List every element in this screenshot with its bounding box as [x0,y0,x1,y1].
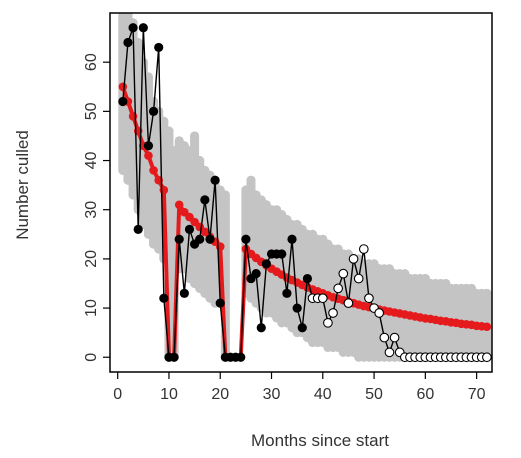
y-tick-label: 40 [83,152,100,170]
observed-point [211,176,220,185]
band-point-high [139,58,148,67]
y-axis-title: Number culled [13,130,32,240]
model-fit-point [144,151,153,160]
band-point-high [164,127,173,136]
band-point-high [134,38,143,47]
held-out-point [385,348,394,357]
observed-point [195,235,204,244]
observed-point [159,294,168,303]
observed-point [298,323,307,332]
x-tick-label: 0 [113,386,122,403]
held-out-point [354,274,363,283]
x-tick-label: 20 [211,386,229,403]
band-point-high [195,156,204,165]
held-out-point [390,333,399,342]
observed-point [257,323,266,332]
observed-point [282,289,291,298]
held-out-point [329,309,338,318]
observed-point [128,23,137,32]
observed-point [287,235,296,244]
band-point-high [247,176,256,185]
x-tick-label: 10 [160,386,178,403]
observed-point [277,249,286,258]
y-tick-label: 60 [83,53,100,71]
observed-point [118,97,127,106]
observed-point [154,43,163,52]
observed-point [303,274,312,283]
band-point-high [482,289,491,298]
model-fit-point [149,166,158,175]
observed-point [205,235,214,244]
observed-point [149,107,158,116]
held-out-point [380,333,389,342]
held-out-point [324,319,333,328]
x-tick-label: 30 [263,386,281,403]
held-out-point [375,309,384,318]
observed-point [241,235,250,244]
held-out-point [339,269,348,278]
observed-point [144,141,153,150]
model-fit-point [175,200,184,209]
x-axis: 0 10 20 30 40 50 60 70 [113,372,485,403]
observed-point [216,299,225,308]
x-tick-label: 40 [314,386,332,403]
observed-point [262,259,271,268]
held-out-point [360,245,369,254]
band-point-high [190,131,199,140]
held-out-point [365,294,374,303]
model-fit-point [483,322,492,331]
held-out-point [318,294,327,303]
x-axis-title: Months since start [251,431,389,450]
band-point-high [221,190,230,199]
observed-point [169,353,178,362]
y-tick-label: 30 [83,201,100,219]
y-tick-label: 10 [83,299,100,317]
model-fit-point [119,82,128,91]
held-out-point [334,284,343,293]
observed-point [175,235,184,244]
observed-point [139,23,148,32]
y-tick-label: 50 [83,102,100,120]
observed-point [200,195,209,204]
observed-point [185,225,194,234]
x-tick-label: 70 [468,386,486,403]
x-tick-label: 50 [365,386,383,403]
observed-point [252,269,261,278]
observed-point [236,353,245,362]
held-out-point [349,255,358,264]
observed-point [293,303,302,312]
y-axis: 0 10 20 30 40 50 60 [83,53,110,362]
y-tick-label: 0 [83,353,100,362]
observed-point [123,38,132,47]
observed-point [134,225,143,234]
observed-point [180,289,189,298]
held-out-point [483,353,492,362]
x-tick-label: 60 [416,386,434,403]
model-fit-point [160,186,169,195]
held-out-point [344,299,353,308]
y-tick-label: 20 [83,250,100,268]
